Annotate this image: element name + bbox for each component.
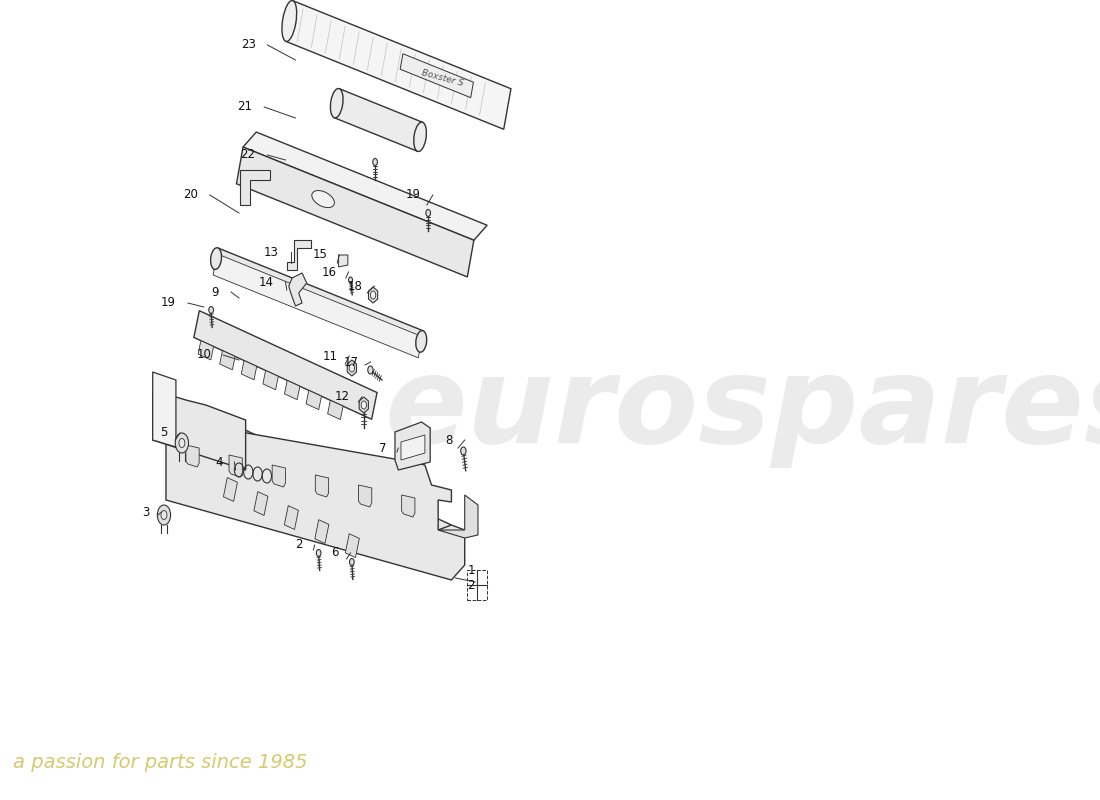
Circle shape [209,306,213,314]
Polygon shape [400,54,473,98]
Ellipse shape [416,330,427,352]
Text: 7: 7 [378,442,386,454]
Circle shape [367,366,373,374]
Text: 6: 6 [331,546,339,559]
Polygon shape [263,370,278,390]
Circle shape [426,210,430,217]
Circle shape [373,158,377,166]
Polygon shape [395,422,430,470]
Polygon shape [360,397,368,413]
Text: 4: 4 [214,455,222,469]
Bar [345,534,360,558]
Text: 2: 2 [295,538,302,551]
Polygon shape [402,495,415,517]
Polygon shape [186,445,199,467]
Polygon shape [334,89,422,151]
Text: Boxster S: Boxster S [420,68,464,88]
Text: eurospares: eurospares [385,351,1100,469]
Polygon shape [306,390,321,410]
Ellipse shape [210,248,221,270]
Circle shape [179,438,185,447]
Polygon shape [187,408,451,572]
Bar [466,570,486,600]
Bar [315,520,329,543]
Polygon shape [241,361,256,380]
Text: 14: 14 [258,275,274,289]
Bar [223,478,238,502]
Text: 8: 8 [446,434,453,446]
Text: 19: 19 [406,189,421,202]
Text: 16: 16 [321,266,337,278]
Text: a passion for parts since 1985: a passion for parts since 1985 [13,753,308,771]
Text: 9: 9 [211,286,219,298]
Text: 21: 21 [238,101,252,114]
Text: 20: 20 [183,189,198,202]
Polygon shape [229,455,242,477]
Circle shape [175,433,188,453]
Circle shape [461,447,466,455]
Polygon shape [220,350,235,370]
Polygon shape [289,273,307,306]
Polygon shape [272,465,286,487]
Text: 18: 18 [348,279,363,293]
Circle shape [349,364,354,372]
Polygon shape [285,381,300,400]
Circle shape [361,401,366,410]
Polygon shape [368,287,377,303]
Polygon shape [153,372,176,447]
Polygon shape [213,254,422,358]
Circle shape [157,505,170,525]
Text: 23: 23 [241,38,255,51]
Polygon shape [236,147,474,277]
Polygon shape [438,495,478,538]
Text: 13: 13 [264,246,278,258]
Text: 5: 5 [161,426,168,439]
Polygon shape [286,1,510,130]
Polygon shape [348,360,356,376]
Text: 11: 11 [322,350,338,362]
Circle shape [161,510,167,519]
Polygon shape [402,435,425,460]
Polygon shape [153,390,245,470]
Circle shape [349,277,352,283]
Text: 10: 10 [196,349,211,362]
Text: 15: 15 [312,249,328,262]
Text: 22: 22 [241,149,255,162]
Bar [254,492,268,515]
Polygon shape [339,255,348,267]
Polygon shape [316,475,329,497]
Ellipse shape [282,1,297,42]
Circle shape [371,291,376,299]
Bar [285,506,298,530]
Text: 1
2: 1 2 [468,564,475,592]
Polygon shape [359,485,372,507]
Ellipse shape [311,190,334,208]
Circle shape [361,401,366,409]
Polygon shape [287,240,310,270]
Text: 3: 3 [142,506,150,518]
Text: 17: 17 [343,355,359,369]
Text: 12: 12 [334,390,350,403]
Circle shape [317,550,321,557]
Text: 19: 19 [161,297,176,310]
Polygon shape [328,400,343,419]
Ellipse shape [330,89,343,118]
Polygon shape [214,248,424,352]
Polygon shape [198,341,213,360]
Circle shape [350,558,354,566]
Polygon shape [166,420,464,580]
Ellipse shape [414,122,427,151]
Polygon shape [240,170,270,206]
Polygon shape [194,310,377,419]
Polygon shape [243,132,487,240]
